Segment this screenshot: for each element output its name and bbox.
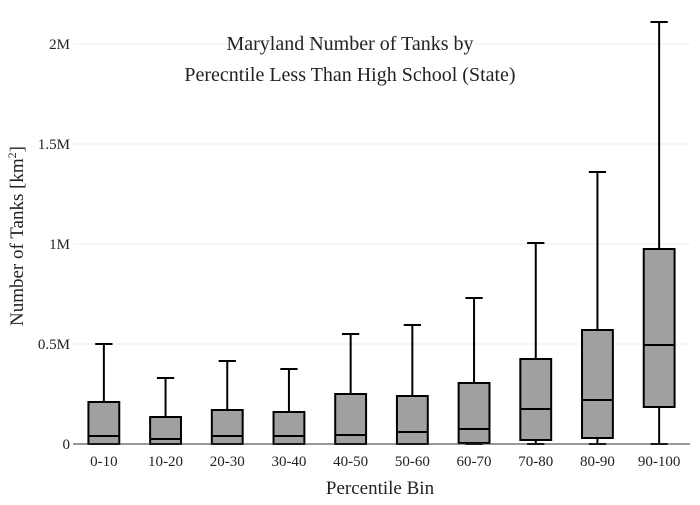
box-iqr <box>334 393 368 445</box>
y-tick-label: 1M <box>49 237 70 253</box>
y-axis-title: Number of Tanks [km2] <box>5 146 28 326</box>
box-iqr <box>457 382 491 444</box>
x-tick-label: 60-70 <box>457 454 492 470</box>
x-tick-label: 50-60 <box>395 454 430 470</box>
box-iqr <box>519 358 553 441</box>
axes: 0 0.5M 1M 1.5M 2M 0-10 10-20 20-30 30-40 40-50 50-… <box>38 37 690 470</box>
chart-title-line-2: Perecntile Less Than High School (State) <box>184 64 515 86</box>
y-tick-label: 1.5M <box>38 137 70 153</box>
y-tick-label: 0.5M <box>38 337 70 353</box>
box-iqr <box>581 329 614 439</box>
x-tick-label: 30-40 <box>271 454 306 470</box>
x-tick-label: 90-100 <box>638 454 681 470</box>
box-iqr <box>272 411 306 445</box>
box-90-100 <box>642 21 676 445</box>
x-tick-label: 80-90 <box>580 454 615 470</box>
x-tick-label: 70-80 <box>518 454 553 470</box>
box-40-50 <box>334 333 368 445</box>
box-70-80 <box>519 242 553 445</box>
box-30-40 <box>272 368 306 445</box>
x-tick-label: 40-50 <box>333 454 368 470</box>
y-tick-label: 0 <box>63 437 71 453</box>
chart-title-line-1: Maryland Number of Tanks by <box>226 33 473 55</box>
y-tick-label: 2M <box>49 37 70 53</box>
x-tick-label: 0-10 <box>90 454 118 470</box>
y-axis-title-superscript: 2 <box>5 152 19 158</box>
box-iqr <box>210 409 244 445</box>
box-50-60 <box>395 324 429 445</box>
y-axis-title-main: Number of Tanks [km <box>7 158 28 326</box>
box-iqr <box>87 401 121 445</box>
x-tick-label: 10-20 <box>148 454 183 470</box>
box-iqr <box>395 395 429 445</box>
x-tick-label: 20-30 <box>210 454 245 470</box>
y-axis-title-close: ] <box>7 146 28 152</box>
box-20-30 <box>210 360 244 445</box>
box-80-90 <box>581 171 614 445</box>
box-iqr <box>642 248 676 408</box>
x-axis-title: Percentile Bin <box>326 478 435 499</box>
box-60-70 <box>457 297 491 445</box>
box-10-20 <box>149 377 182 445</box>
box-0-10 <box>87 343 121 445</box>
